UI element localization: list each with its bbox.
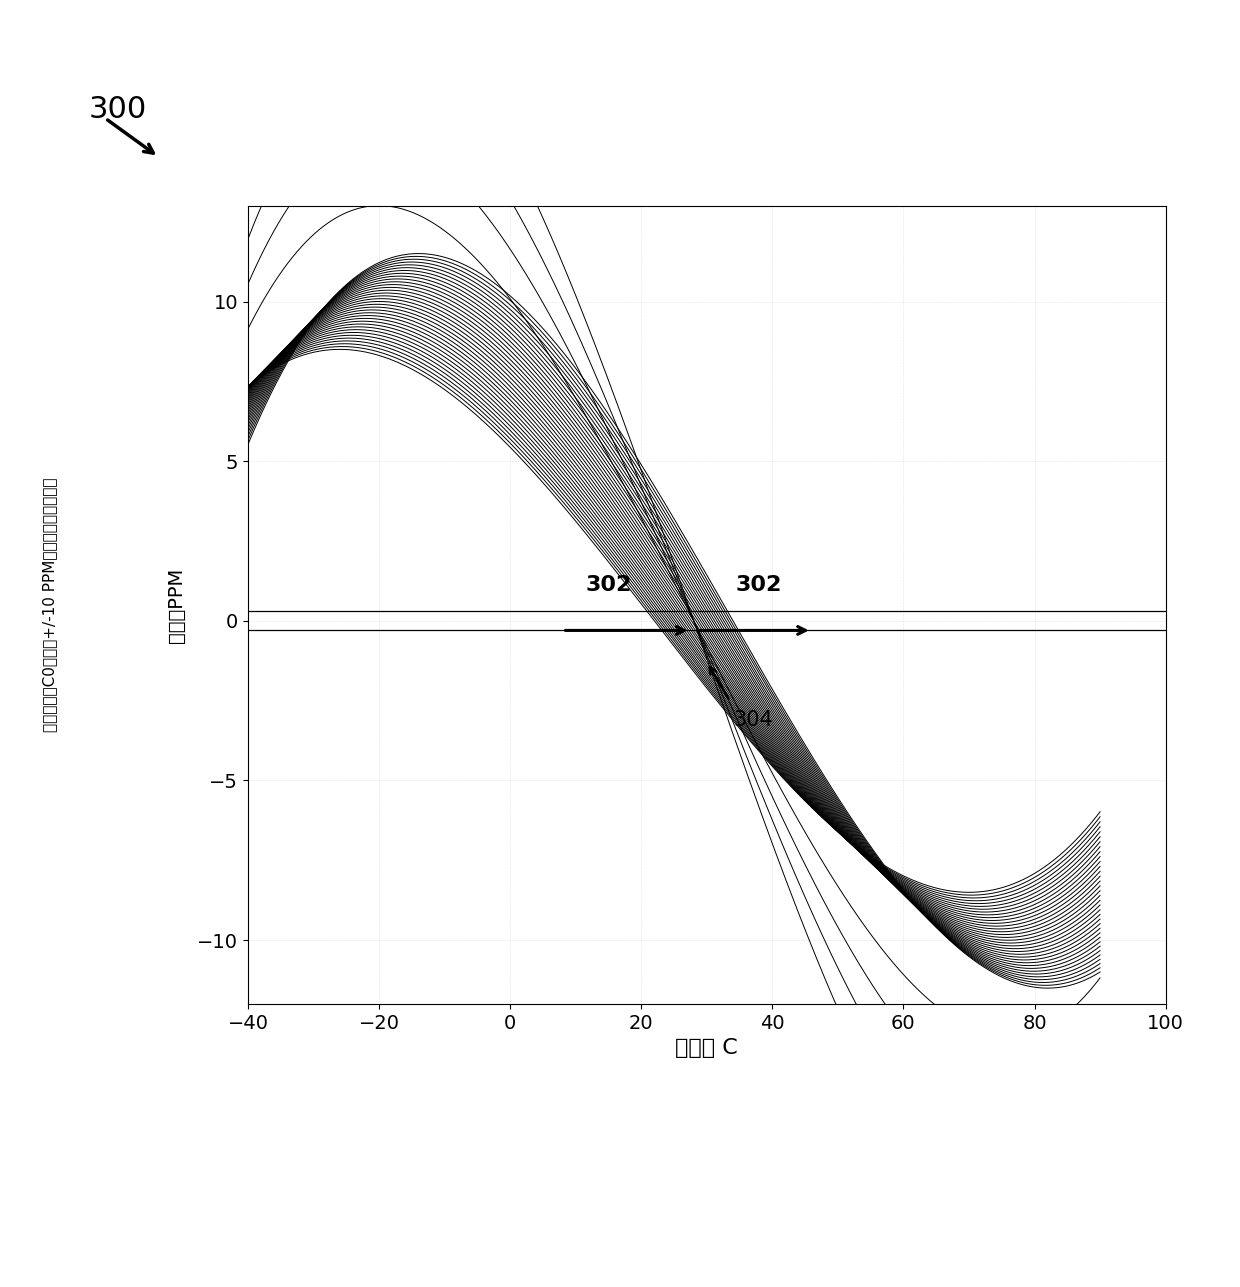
Text: 300: 300 bbox=[89, 95, 146, 124]
Y-axis label: 频率，PPM: 频率，PPM bbox=[167, 568, 186, 642]
Text: 302: 302 bbox=[737, 575, 782, 596]
Text: 304: 304 bbox=[733, 710, 773, 730]
Text: 初始构建（C0）精度+/-10 PPM（百万分之）未示出: 初始构建（C0）精度+/-10 PPM（百万分之）未示出 bbox=[42, 477, 57, 732]
X-axis label: 温度， C: 温度， C bbox=[676, 1039, 738, 1058]
Text: 302: 302 bbox=[585, 575, 631, 596]
